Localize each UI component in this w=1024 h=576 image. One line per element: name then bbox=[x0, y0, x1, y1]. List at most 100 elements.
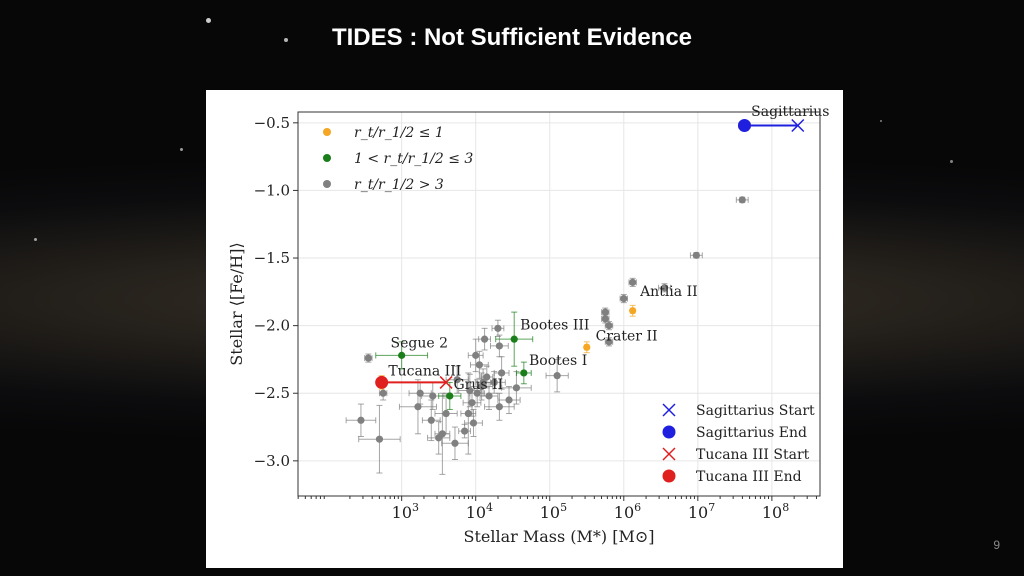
x-tick-label: 104 bbox=[466, 501, 493, 522]
chart-panel: 103 104 105 106 107 108 −0.5 −1.0 −1.5 −2.0 −2.5 −3… bbox=[206, 90, 843, 568]
data-point-gray bbox=[464, 408, 483, 438]
marker bbox=[505, 396, 513, 404]
marker bbox=[414, 403, 422, 411]
legend-marker-gray bbox=[323, 180, 331, 188]
track-start-marker-red bbox=[439, 375, 453, 389]
annotation: Sagittarius bbox=[751, 104, 829, 120]
marker bbox=[357, 416, 365, 424]
marker bbox=[494, 324, 502, 332]
data-point-gray bbox=[398, 379, 437, 435]
marker bbox=[629, 307, 637, 315]
data-point-gray bbox=[441, 426, 469, 460]
page-number: 9 bbox=[993, 538, 1000, 552]
marker bbox=[473, 389, 481, 397]
data-point-gray bbox=[421, 399, 441, 442]
marker bbox=[601, 315, 609, 323]
legend-label: Sagittarius Start bbox=[696, 403, 815, 419]
data-point-green bbox=[495, 311, 534, 367]
marker bbox=[460, 427, 469, 435]
data-point-orange bbox=[629, 304, 637, 317]
x-tick-label: 107 bbox=[688, 501, 715, 522]
marker bbox=[692, 251, 700, 259]
data-point-gray bbox=[467, 338, 484, 373]
track-end-marker-red bbox=[375, 375, 389, 389]
marker bbox=[429, 392, 437, 400]
y-tick-label: −1.0 bbox=[254, 181, 290, 199]
marker bbox=[379, 389, 387, 397]
legend-label: Tucana III End bbox=[696, 469, 802, 485]
marker bbox=[464, 409, 472, 418]
marker bbox=[553, 372, 561, 380]
marker bbox=[375, 435, 384, 443]
data-point-gray bbox=[469, 379, 486, 408]
annotation: Grus II bbox=[453, 377, 503, 393]
data-point-gray bbox=[462, 388, 482, 417]
data-point-green bbox=[515, 361, 532, 385]
data-point-orange bbox=[583, 341, 591, 354]
data-point-green bbox=[375, 341, 429, 370]
x-tick-label: 108 bbox=[762, 501, 789, 522]
marker bbox=[483, 373, 491, 381]
y-tick-label: −0.5 bbox=[254, 114, 290, 132]
marker bbox=[475, 361, 484, 369]
marker bbox=[512, 384, 521, 392]
marker bbox=[468, 399, 476, 407]
marker bbox=[583, 343, 591, 351]
data-point-gray bbox=[490, 334, 509, 358]
data-point-gray bbox=[735, 196, 749, 204]
data-point-gray bbox=[601, 314, 610, 324]
marker bbox=[453, 376, 461, 384]
marker bbox=[495, 403, 503, 411]
chart: 103 104 105 106 107 108 −0.5 −1.0 −1.5 −2.0 −2.5 −3… bbox=[227, 104, 829, 546]
marker bbox=[605, 338, 613, 346]
legend-label: Sagittarius End bbox=[696, 425, 807, 441]
data-point-gray bbox=[491, 319, 505, 337]
marker bbox=[605, 322, 613, 330]
slide-title: TIDES : Not Sufficient Evidence bbox=[331, 24, 693, 51]
data-point-gray bbox=[619, 294, 628, 304]
data-point-gray bbox=[358, 404, 401, 474]
data-point-gray bbox=[501, 371, 532, 405]
y-tick-label: −2.5 bbox=[254, 384, 290, 402]
x-axis-label: Stellar Mass (M*) [M⊙] bbox=[463, 527, 654, 546]
legend-label: 1 < r_t/r_1/2 ≤ 3 bbox=[354, 151, 473, 167]
marker bbox=[398, 351, 406, 359]
data-point-gray bbox=[478, 327, 492, 351]
legend-marker-o-red bbox=[662, 469, 676, 483]
legend-marker-green bbox=[323, 154, 331, 162]
data-point-gray bbox=[689, 251, 703, 259]
data-point-gray bbox=[628, 277, 637, 287]
data-point-gray bbox=[364, 353, 373, 363]
legend-marker-o-blue bbox=[662, 425, 676, 439]
marker bbox=[629, 278, 637, 286]
y-tick-label: −3.0 bbox=[254, 452, 290, 470]
marker bbox=[442, 409, 450, 418]
marker bbox=[510, 335, 518, 343]
data-point-gray bbox=[604, 337, 614, 347]
annotation: Crater II bbox=[596, 329, 658, 345]
data-point-gray bbox=[408, 381, 432, 405]
data-point-gray bbox=[345, 403, 377, 438]
marker bbox=[660, 284, 669, 292]
marker bbox=[438, 430, 446, 438]
marker bbox=[620, 294, 628, 303]
x-tick-label: 106 bbox=[614, 501, 641, 522]
marker bbox=[738, 196, 746, 204]
marker bbox=[427, 416, 435, 424]
marker bbox=[490, 378, 498, 387]
x-tick-label: 105 bbox=[540, 501, 567, 522]
data-point-gray bbox=[445, 365, 469, 394]
marker bbox=[601, 308, 609, 316]
marker bbox=[498, 369, 506, 377]
data-point-gray bbox=[460, 372, 477, 455]
marker bbox=[495, 342, 503, 350]
marker bbox=[485, 392, 493, 400]
annotation: Antlia II bbox=[639, 284, 698, 300]
marker bbox=[520, 369, 528, 377]
marker bbox=[451, 439, 459, 447]
marker bbox=[472, 351, 480, 359]
marker bbox=[446, 392, 454, 400]
legend-marker-x-red bbox=[662, 447, 676, 461]
marker bbox=[480, 335, 489, 343]
legend-label: r_t/r_1/2 > 3 bbox=[354, 177, 444, 193]
